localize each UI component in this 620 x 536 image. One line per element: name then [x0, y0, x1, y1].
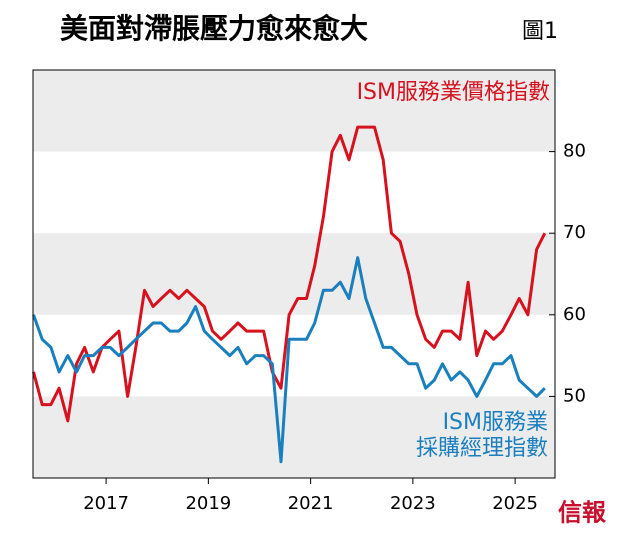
y-tick-label: 50 [563, 385, 586, 406]
y-tick-label: 80 [563, 141, 586, 162]
x-tick-label: 2021 [288, 493, 334, 514]
legend-label: ISM服務業 採購經理指數 [415, 410, 548, 462]
legend-label: ISM服務業價格指數 [356, 80, 550, 105]
grid-band [33, 233, 555, 315]
source: 信報 [558, 498, 607, 527]
x-tick-label: 2023 [390, 493, 436, 514]
chart-subtitle: 圖1 [522, 19, 558, 44]
y-tick-label: 60 [563, 304, 586, 325]
x-tick-label: 2025 [492, 493, 538, 514]
plot-frame [32, 69, 556, 479]
chart-title: 美面對滯脹壓力愈來愈大 [60, 12, 368, 45]
series-line [32, 256, 546, 464]
series-line [32, 125, 547, 423]
x-tick-label: 2019 [185, 493, 231, 514]
y-tick-label: 70 [563, 222, 586, 243]
grid-band [33, 70, 555, 152]
x-tick-label: 2017 [83, 493, 129, 514]
